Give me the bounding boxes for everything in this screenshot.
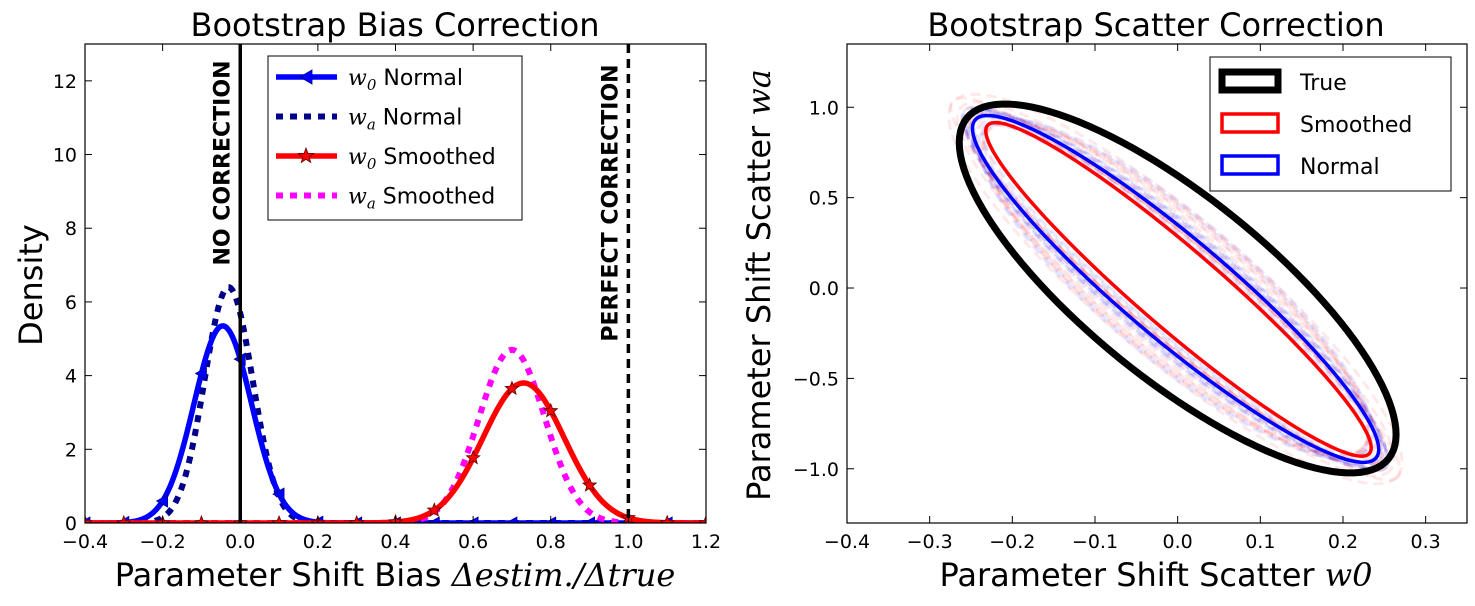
- left-x-tick-label: 0.0: [225, 531, 255, 553]
- marker-w0-normal: [155, 494, 169, 508]
- bootstrap-ellipse: [981, 122, 1370, 456]
- right-y-tick-label: 1.0: [809, 97, 839, 119]
- bootstrap-ellipse: [960, 105, 1391, 473]
- right-x-tick-label: −0.4: [824, 531, 870, 553]
- marker-w0-normal: [427, 516, 440, 523]
- marker-w0-smoothed: [348, 514, 365, 523]
- legend-marker: [297, 146, 315, 164]
- right-y-axis-label: Parameter Shift Scatter wa: [740, 69, 778, 501]
- left-y-tick-label: 0: [65, 513, 77, 535]
- right-y-tick-label: −0.5: [793, 368, 839, 390]
- bootstrap-ellipse: [947, 92, 1404, 486]
- bootstrap-ellipse: [981, 120, 1371, 458]
- right-y-tick-label: −1.0: [793, 459, 839, 481]
- marker-w0-normal: [582, 516, 595, 523]
- legend-label: True: [1299, 71, 1347, 96]
- ellipse-smoothed: [984, 120, 1373, 458]
- left-x-tick-label: 0.8: [536, 531, 566, 553]
- left-x-tick-label: 0.2: [303, 531, 333, 553]
- bootstrap-ellipse: [963, 107, 1388, 471]
- vline-label: PERFECT CORRECTION: [598, 64, 623, 341]
- legend-patch-smoothed: [1220, 112, 1280, 134]
- marker-w0-smoothed: [504, 380, 520, 396]
- bootstrap-ellipse: [968, 112, 1383, 466]
- right-y-tick-label: 0.5: [809, 188, 839, 210]
- right-legend: True Smoothed Normal: [1209, 56, 1452, 192]
- marker-w0-smoothed: [426, 502, 443, 517]
- right-x-tick-label: −0.3: [907, 531, 953, 553]
- bootstrap-ellipse: [955, 100, 1396, 478]
- bootstrap-ellipse: [961, 106, 1390, 472]
- bootstrap-ellipse: [967, 111, 1384, 467]
- left-x-tick-label: −0.2: [140, 531, 186, 553]
- right-x-tick-label: 0.2: [1328, 531, 1358, 553]
- left-y-tick-label: 6: [65, 292, 77, 314]
- marker-w0-normal: [272, 487, 285, 501]
- ellipse-normal: [970, 113, 1381, 465]
- marker-w0-normal: [505, 516, 518, 523]
- left-x-tick-label: 1.2: [691, 531, 721, 553]
- bootstrap-ellipse: [968, 111, 1383, 467]
- marker-w0-smoothed: [271, 514, 287, 523]
- left-chart-title: Bootstrap Bias Correction: [191, 6, 600, 44]
- left-y-axis-label: Density: [12, 224, 50, 346]
- left-y-tick-label: 10: [53, 145, 77, 167]
- series-line-w0-normal: [85, 323, 706, 523]
- vline-label: NO CORRECTION: [210, 61, 235, 266]
- left-y-tick-label: 2: [65, 439, 77, 461]
- left-y-tick-label: 8: [65, 218, 77, 240]
- bootstrap-ellipse: [969, 112, 1382, 465]
- left-y-tick-label: 12: [53, 71, 77, 93]
- bootstrap-ellipse: [977, 117, 1374, 461]
- legend-marker: [299, 69, 313, 85]
- left-x-tick-label: 0.4: [380, 531, 410, 553]
- right-x-tick-label: −0.2: [989, 531, 1035, 553]
- legend-label: Normal: [1300, 155, 1380, 180]
- marker-w0-smoothed: [85, 514, 93, 523]
- right-x-tick-label: −0.1: [1072, 531, 1118, 553]
- bootstrap-ellipse: [973, 115, 1378, 463]
- right-y-axis-math: wa: [740, 69, 778, 115]
- right-x-axis-label: Parameter Shift Scatter w0: [940, 556, 1373, 594]
- left-x-tick-label: −0.4: [62, 531, 108, 553]
- right-chart: Bootstrap Scatter Correction −0.4 −0.3 −0.…: [740, 6, 1468, 594]
- legend-label: w0 Normal: [348, 66, 463, 94]
- bootstrap-ellipse: [962, 107, 1389, 471]
- marker-w0-smoothed: [543, 402, 559, 418]
- left-x-axis-math: Δestim./Δtrue: [450, 556, 676, 594]
- marker-w0-smoothed: [698, 514, 706, 523]
- legend-label: wa Smoothed: [348, 185, 495, 213]
- left-x-tick-label: 1.0: [613, 531, 643, 553]
- right-x-tick-label: 0.1: [1245, 531, 1275, 553]
- right-x-tick-label: 0.0: [1163, 531, 1193, 553]
- legend-label: w0 Smoothed: [348, 145, 496, 173]
- legend-patch-normal: [1220, 154, 1280, 176]
- marker-w0-normal: [194, 366, 207, 381]
- left-x-axis-label: Parameter Shift Bias Δestim./Δtrue: [115, 556, 676, 594]
- bootstrap-ellipse: [975, 115, 1377, 462]
- legend-label: wa Normal: [348, 106, 462, 134]
- left-legend: w0 Normal wa Normal w0 Smoothed wa Smoothed: [267, 55, 523, 221]
- marker-w0-smoothed: [581, 477, 598, 492]
- marker-w0-smoothed: [193, 514, 210, 523]
- left-chart: Bootstrap Bias Correction NO CORRECTION P…: [12, 6, 721, 594]
- right-x-axis-math: w0: [1325, 556, 1373, 594]
- bootstrap-ellipse: [981, 120, 1370, 457]
- right-x-tick-label: 0.3: [1411, 531, 1441, 553]
- right-y-tick-label: 0.0: [809, 278, 839, 300]
- left-y-tick-label: 4: [65, 366, 77, 388]
- marker-w0-smoothed: [116, 514, 132, 523]
- ellipse-true: [955, 100, 1400, 477]
- bootstrap-ellipse: [969, 112, 1382, 466]
- legend-patch-true: [1218, 68, 1282, 94]
- right-plot-frame: [846, 43, 1468, 524]
- marker-w0-smoothed: [659, 514, 675, 523]
- legend-label: Smoothed: [1300, 113, 1412, 138]
- right-chart-title: Bootstrap Scatter Correction: [927, 6, 1384, 44]
- left-x-tick-label: 0.6: [458, 531, 488, 553]
- marker-w0-smoothed: [465, 449, 481, 465]
